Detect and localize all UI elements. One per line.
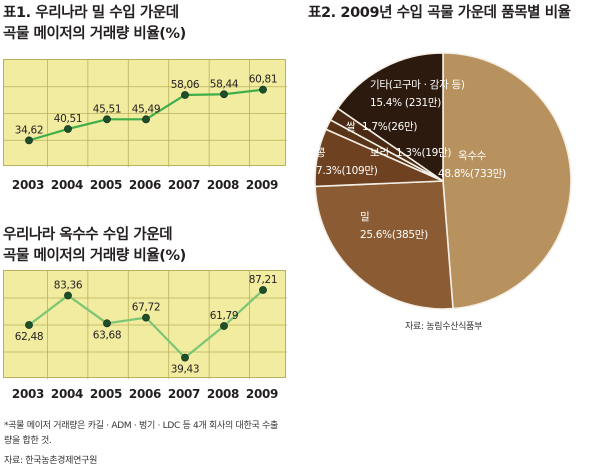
data-label-2004: 83,36 [54,279,83,291]
pie-slice-5 [336,52,444,183]
data-point-2008 [220,90,228,99]
pie-slice-name-3: 보리 [370,147,389,159]
pie-slice-name-0: 옥수수 [458,150,487,162]
data-label-2008: 58,44 [210,78,239,90]
x-tick-2006: 2006 [128,178,162,192]
data-label-2003: 34,62 [15,124,44,136]
x-tick-2003: 2003 [11,178,45,192]
data-label-2004: 40,51 [54,113,83,125]
data-point-2007 [181,353,189,362]
chart2-title: 우리나라 옥수수 수입 가운데 곡물 메이저의 거래량 비율(%) [3,225,186,267]
chart1-title: 표1. 우리나라 밀 수입 가운데 곡물 메이저의 거래량 비율(%) [3,3,186,45]
data-label-2007: 39,43 [171,364,200,376]
x-tick-2008: 2008 [206,178,240,192]
pie-slice-value-3: 1.3%(19만) [396,147,451,159]
chart2-x-axis: 2003 2004 2005 2006 2007 2008 2009 [3,387,286,405]
x-tick-2003: 2003 [11,387,45,401]
chart3-title: 표2. 2009년 수입 곡물 가운데 품목별 비율 [308,5,571,21]
pie-slice-value-1: 25.6%(385만) [360,229,428,241]
chart2-svg: 62,48 83,36 63,68 67,72 39,43 61,79 87,21 [4,271,287,379]
chart2-title-line1: 우리나라 옥수수 수입 가운데 [3,227,173,243]
pie-slice-0 [442,52,572,310]
x-tick-2008: 2008 [206,387,240,401]
footnote-line1: *곡물 메이저 거래량은 카길 · ADM · 벙기 · LDC 등 4개 회사… [4,421,278,431]
pie-slice-name-2: 콩 [316,147,326,159]
pie-slice-name-4: 쌀 [346,121,356,133]
chart2-plot-area: 62,48 83,36 63,68 67,72 39,43 61,79 87,21 [3,270,287,379]
data-label-2005: 63,68 [93,329,122,341]
data-point-2009 [259,286,267,294]
pie-slice-value-4: 1.7%(26만) [362,121,417,133]
data-point-2007 [181,91,189,99]
data-point-2004 [64,125,72,133]
data-point-2005 [103,115,111,124]
series-line [28,289,264,360]
chart1-svg: 34,62 40,51 45,51 45,49 58,06 58,44 60,81 [4,60,287,167]
pie-slice-value-2: 7.3%(109만) [316,165,378,177]
source-right: 자료: 농림수산식품부 [405,322,483,332]
x-tick-2007: 2007 [167,387,201,401]
data-point-2004 [64,291,72,300]
pie-slice-value-0: 48.8%(733만) [438,168,506,180]
chart1-plot-area: 34,62 40,51 45,51 45,49 58,06 58,44 60,81 [3,59,287,167]
source-left: 자료: 한국농촌경제연구원 [4,456,98,466]
x-tick-2009: 2009 [245,178,279,192]
data-label-2009: 87,21 [249,274,278,286]
data-point-2005 [103,319,111,328]
pie-slice-name-1: 밀 [360,211,369,223]
data-label-2006: 45,49 [132,103,161,115]
chart1-title-line1: 표1. 우리나라 밀 수입 가운데 [3,5,179,21]
x-tick-2005: 2005 [89,387,123,401]
data-point-2003 [25,321,33,329]
x-tick-2005: 2005 [89,178,123,192]
chart2-title-line2: 곡물 메이저의 거래량 비율(%) [3,248,186,264]
pie-slice-name-5: 기타(고구마 · 감자 등) [370,79,465,91]
x-tick-2007: 2007 [167,178,201,192]
x-tick-2006: 2006 [128,387,162,401]
data-label-2005: 45,51 [93,103,122,115]
chart1-title-line2: 곡물 메이저의 거래량 비율(%) [3,26,186,42]
data-label-2007: 58,06 [171,79,200,91]
x-tick-2004: 2004 [50,387,84,401]
data-point-2006 [142,313,150,322]
pie-slice-1 [314,180,454,310]
data-point-2006 [142,115,150,124]
data-point-2003 [25,136,33,145]
x-tick-2009: 2009 [245,387,279,401]
chart1-x-axis: 2003 2004 2005 2006 2007 2008 2009 [3,178,286,196]
pie-slice-value-5: 15.4% (231만) [370,97,441,109]
pie-chart: 옥수수 48.8%(733만) 밀 25.6%(385만) 콩 7.3%(109만) 보리 1… [314,52,572,310]
data-point-2008 [220,322,228,330]
data-point-2009 [259,85,267,94]
x-tick-2004: 2004 [50,178,84,192]
footnote-line2: 량을 합한 것. [4,436,52,446]
data-label-2003: 62,48 [15,331,44,343]
data-label-2008: 61,79 [210,310,239,322]
data-label-2006: 67,72 [132,302,161,314]
data-label-2009: 60,81 [249,74,278,86]
